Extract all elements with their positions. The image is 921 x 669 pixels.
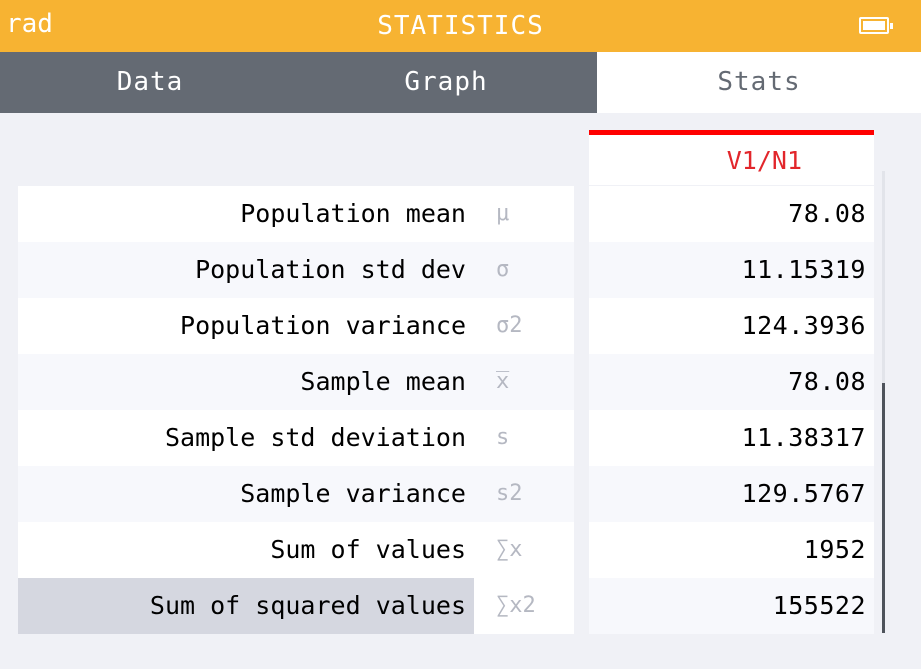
stat-row-sum-of-squared-values[interactable]: Sum of squared values ∑x2 — [18, 578, 574, 634]
stat-symbol: ∑x2 — [474, 578, 574, 634]
stat-row-sample-mean[interactable]: Sample mean x̅ — [18, 354, 574, 410]
stat-label: Sum of values — [270, 535, 466, 564]
series-column-label: V1/N1 — [726, 146, 802, 175]
stat-value: 11.38317 — [741, 423, 866, 452]
stat-symbol: σ2 — [474, 298, 574, 354]
stat-label: Population variance — [180, 311, 466, 340]
stat-row-population-mean[interactable]: Population mean μ — [18, 186, 574, 242]
stat-symbol: σ — [474, 242, 574, 298]
stat-value-cell[interactable]: 124.3936 — [589, 298, 874, 354]
tab-graph[interactable]: Graph — [404, 67, 488, 97]
stat-symbol: s2 — [474, 466, 574, 522]
stat-symbol: s — [474, 410, 574, 466]
vertical-scrollbar[interactable] — [882, 171, 885, 633]
stat-value: 124.3936 — [741, 311, 866, 340]
stat-value-cell[interactable]: 155522 — [589, 578, 874, 634]
stat-label: Population mean — [240, 199, 466, 228]
stat-value-cell[interactable]: 129.5767 — [589, 466, 874, 522]
stat-symbol: ∑x — [474, 522, 574, 578]
stat-value: 155522 — [772, 591, 866, 620]
stat-symbol: μ — [474, 186, 574, 242]
stat-values-table: 78.08 11.15319 124.3936 78.08 11.38317 1… — [589, 186, 874, 634]
scrollbar-thumb[interactable] — [882, 383, 885, 633]
stat-value: 78.08 — [788, 199, 866, 228]
stat-row-sum-of-values[interactable]: Sum of values ∑x — [18, 522, 574, 578]
stat-value: 1952 — [803, 535, 866, 564]
title-bar: rad STATISTICS — [0, 0, 921, 52]
stat-label: Sample variance — [240, 479, 466, 508]
stat-value: 129.5767 — [741, 479, 866, 508]
stat-value: 78.08 — [788, 367, 866, 396]
stat-label: Sample mean — [300, 367, 466, 396]
stat-labels-table: Population mean μ Population std dev σ P… — [18, 186, 574, 634]
stat-row-sample-variance[interactable]: Sample variance s2 — [18, 466, 574, 522]
stat-row-population-variance[interactable]: Population variance σ2 — [18, 298, 574, 354]
battery-icon — [859, 17, 893, 34]
tab-data[interactable]: Data — [116, 67, 184, 97]
stats-content: V1/N1 Population mean μ Population std d… — [0, 113, 921, 669]
series-column-header[interactable]: V1/N1 — [589, 130, 874, 185]
app-title: STATISTICS — [377, 11, 544, 41]
tab-bar: Data Graph Stats — [0, 52, 921, 113]
stat-row-population-std-dev[interactable]: Population std dev σ — [18, 242, 574, 298]
stat-label: Sample std deviation — [164, 423, 466, 452]
stat-label: Sum of squared values — [149, 591, 466, 620]
stat-value-cell[interactable]: 1952 — [589, 522, 874, 578]
stat-row-sample-std-deviation[interactable]: Sample std deviation s — [18, 410, 574, 466]
stat-label: Population std dev — [195, 255, 466, 284]
angle-mode-indicator: rad — [6, 9, 53, 39]
stat-value: 11.15319 — [741, 255, 866, 284]
stat-symbol: x̅ — [474, 354, 574, 410]
tab-stats[interactable]: Stats — [597, 52, 921, 113]
stat-value-cell[interactable]: 11.15319 — [589, 242, 874, 298]
stat-value-cell[interactable]: 78.08 — [589, 186, 874, 242]
stat-value-cell[interactable]: 11.38317 — [589, 410, 874, 466]
stat-value-cell[interactable]: 78.08 — [589, 354, 874, 410]
